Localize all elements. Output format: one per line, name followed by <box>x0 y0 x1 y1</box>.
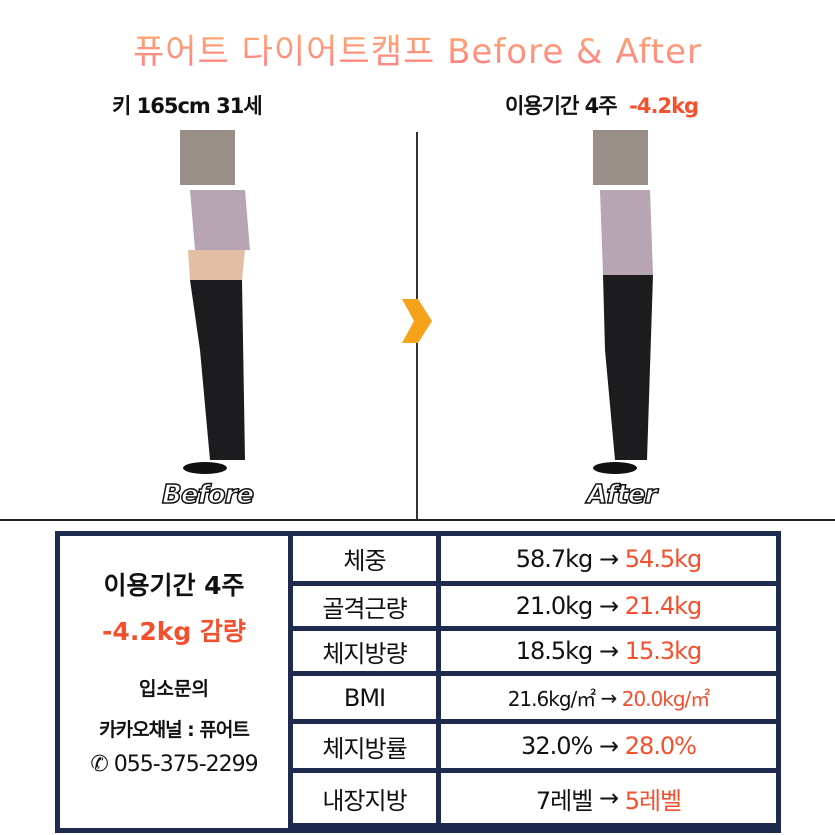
value-after: 28.0% <box>624 732 697 760</box>
row-label: 체중 <box>293 536 436 581</box>
summary-inquiry: 입소문의 <box>139 678 209 700</box>
arrow-icon: → <box>600 685 618 710</box>
value-after: 5레벨 <box>624 786 682 815</box>
before-photo <box>180 130 250 474</box>
row-label: BMI <box>293 676 436 719</box>
arrow-icon: → <box>598 784 619 812</box>
after-caption: 이용기간 4주 -4.2kg <box>505 90 699 120</box>
arrow-icon: → <box>598 544 619 573</box>
row-values: 21.6kg/㎡ → 20.0kg/㎡ <box>441 676 776 719</box>
value-before: 32.0% <box>521 732 593 760</box>
before-caption: 키 165cm 31세 <box>112 94 263 118</box>
value-after: 20.0kg/㎡ <box>621 687 711 711</box>
arrow-icon: → <box>598 592 619 620</box>
value-before: 18.5kg <box>515 637 594 665</box>
row-values: 21.0kg → 21.4kg <box>441 586 776 626</box>
row-values: 7레벨 → 5레벨 <box>441 773 776 823</box>
summary-phone-line: ✆ 055-375-2299 <box>60 752 288 777</box>
arrow-icon: → <box>598 637 619 665</box>
summary-period: 이용기간 4주 <box>103 571 245 600</box>
before-label: Before <box>161 479 255 511</box>
arrow-icon: → <box>598 732 619 760</box>
divider-horizontal <box>0 519 835 521</box>
row-values: 58.7kg → 54.5kg <box>441 536 776 581</box>
after-loss: -4.2kg <box>629 94 699 118</box>
value-before: 7레벨 <box>535 786 593 815</box>
row-values: 32.0% → 28.0% <box>441 724 776 768</box>
value-before: 58.7kg <box>515 544 594 573</box>
row-label: 골격근량 <box>293 586 436 626</box>
row-values: 18.5kg → 15.3kg <box>441 631 776 671</box>
value-after: 21.4kg <box>624 592 703 620</box>
summary-phone[interactable]: 055-375-2299 <box>113 752 259 777</box>
after-photo <box>593 130 653 474</box>
value-before: 21.0kg <box>515 592 594 620</box>
summary-panel: 이용기간 4주 -4.2kg 감량 입소문의 카카오채널 : 퓨어트 ✆ 055… <box>60 536 288 828</box>
row-label: 체지방률 <box>293 724 436 768</box>
after-period: 이용기간 4주 <box>505 94 618 118</box>
results-table: 이용기간 4주 -4.2kg 감량 입소문의 카카오채널 : 퓨어트 ✆ 055… <box>55 531 781 833</box>
arrow-right-icon <box>402 299 432 343</box>
value-after: 54.5kg <box>624 544 703 573</box>
value-after: 15.3kg <box>624 637 703 665</box>
summary-kakao: 카카오채널 : 퓨어트 <box>99 719 250 741</box>
row-label: 내장지방 <box>293 773 436 823</box>
page-title: 퓨어트 다이어트캠프 Before & After <box>0 24 835 73</box>
row-label: 체지방량 <box>293 631 436 671</box>
value-before: 21.6kg/㎡ <box>507 687 597 711</box>
after-label: After <box>586 479 658 511</box>
summary-loss: -4.2kg 감량 <box>102 617 246 646</box>
phone-icon: ✆ <box>90 752 108 777</box>
